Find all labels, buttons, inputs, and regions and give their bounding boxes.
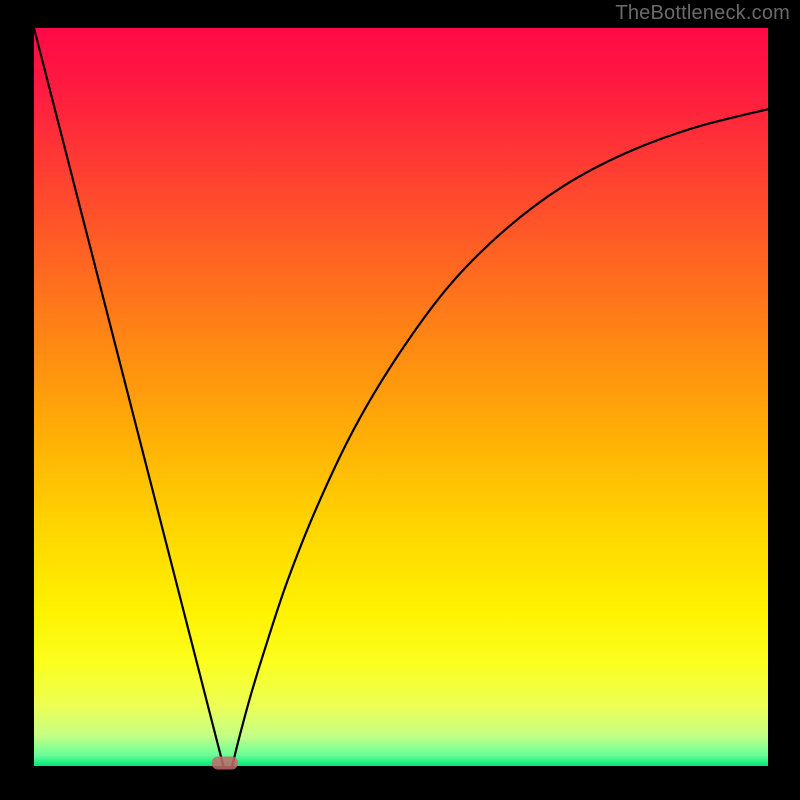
plot-background	[34, 28, 768, 766]
chart-container: TheBottleneck.com	[0, 0, 800, 800]
bottleneck-chart	[0, 0, 800, 800]
optimum-marker	[212, 757, 238, 770]
watermark-text: TheBottleneck.com	[615, 2, 790, 25]
